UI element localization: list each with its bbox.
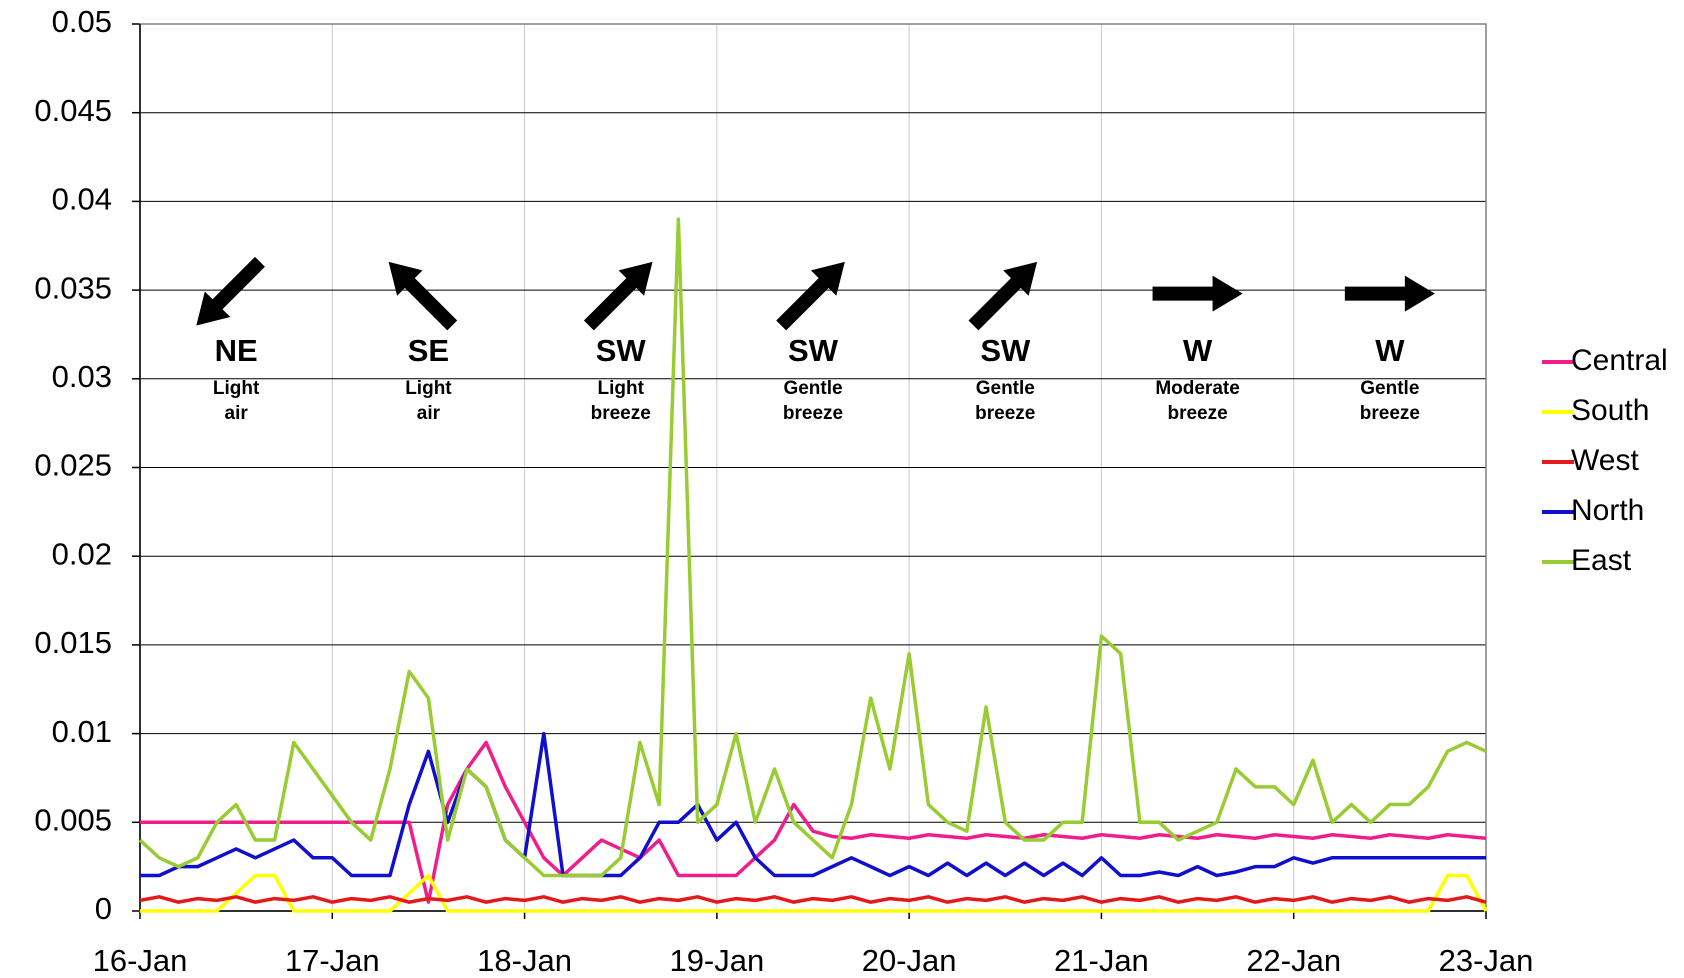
wind-speed-line: Light — [213, 378, 260, 399]
wind-speed-line: breeze — [975, 403, 1035, 424]
wind-speed-line: breeze — [1360, 403, 1420, 424]
arrow — [388, 261, 458, 331]
wind-speed-line: air — [417, 403, 441, 424]
legend-label: Central — [1571, 344, 1668, 377]
arrow — [1152, 275, 1243, 312]
series-line — [140, 740, 1487, 904]
y-tick-label: 0.005 — [34, 802, 112, 837]
series-line — [139, 895, 1487, 904]
wind-speed-line: Gentle — [976, 378, 1035, 399]
arrow — [196, 256, 265, 326]
arrow — [1344, 275, 1435, 312]
wind-speed-line: Gentle — [783, 378, 842, 399]
wind-speed-line: Moderate — [1155, 378, 1239, 399]
y-tick-label: 0.025 — [34, 448, 112, 483]
wind-speed: Light air — [405, 378, 452, 424]
wind-direction: W — [1183, 333, 1213, 368]
legend-label: East — [1571, 544, 1632, 577]
y-tick-label: 0.01 — [52, 714, 112, 749]
wind-speed-line: breeze — [591, 403, 651, 424]
wind-speed: Gentle breeze — [975, 378, 1035, 424]
x-tick-label: 20-Jan — [862, 943, 957, 978]
x-tick-label: 16-Jan — [93, 943, 188, 978]
wind-speed: Light air — [213, 378, 260, 424]
y-tick-label: 0.03 — [52, 359, 112, 394]
wind-speed: Moderate breeze — [1155, 378, 1239, 424]
wind-direction: W — [1375, 333, 1405, 368]
legend-label: South — [1571, 394, 1649, 427]
wind-speed: Gentle breeze — [783, 378, 843, 424]
wind-direction: SW — [788, 333, 839, 368]
y-tick-label: 0.04 — [52, 182, 112, 217]
series-line — [140, 873, 1488, 913]
wind-arrow — [1344, 275, 1435, 312]
y-tick-label: 0.015 — [34, 625, 112, 660]
x-tick-label: 22-Jan — [1246, 943, 1341, 978]
x-tick-label: 21-Jan — [1054, 943, 1149, 978]
wind-direction: SW — [596, 333, 647, 368]
x-tick-label: 23-Jan — [1439, 943, 1534, 978]
y-tick-label: 0 — [95, 891, 112, 926]
wind-speed-line: breeze — [783, 403, 843, 424]
x-tick-label: 19-Jan — [669, 943, 764, 978]
legend-label: West — [1571, 444, 1639, 477]
arrow — [776, 261, 845, 331]
wind-speed: Light breeze — [591, 378, 651, 424]
y-tick-label: 0.045 — [34, 93, 112, 128]
wind-direction: NE — [215, 333, 258, 368]
series-line — [138, 217, 1487, 878]
x-tick-label: 17-Jan — [285, 943, 380, 978]
wind-speed-line: air — [225, 403, 249, 424]
wind-direction: SE — [408, 333, 449, 368]
legend-label: North — [1571, 494, 1644, 527]
wind-direction: SW — [980, 333, 1031, 368]
y-tick-label: 0.035 — [34, 270, 112, 305]
series-line — [140, 731, 1486, 878]
x-tick-label: 18-Jan — [477, 943, 572, 978]
wind-arrow — [388, 261, 458, 331]
wind-speed-line: Light — [405, 378, 452, 399]
wind-speed-line: breeze — [1167, 403, 1227, 424]
arrow — [968, 261, 1038, 331]
arrow — [583, 261, 653, 331]
wind-arrow — [968, 261, 1038, 331]
wind-arrow — [583, 261, 653, 331]
y-tick-label: 0.05 — [52, 4, 112, 39]
wind-speed-line: Light — [597, 378, 644, 399]
wind-arrow — [196, 256, 265, 326]
wind-arrow — [1152, 275, 1243, 312]
y-tick-label: 0.02 — [52, 536, 112, 571]
wind-speed-line: Gentle — [1360, 378, 1419, 399]
wind-arrow — [776, 261, 845, 331]
wind-speed: Gentle breeze — [1360, 378, 1420, 424]
